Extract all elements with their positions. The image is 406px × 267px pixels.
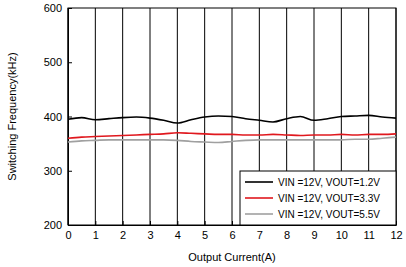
- tick-label: 8: [284, 229, 290, 241]
- plot-frame: [68, 8, 396, 225]
- tick-mark: [232, 221, 233, 225]
- tick-label: 2: [120, 229, 126, 241]
- legend-swatch: [245, 213, 273, 215]
- series-line: [68, 133, 396, 138]
- tick: 3: [147, 221, 153, 241]
- grid-line: [95, 8, 96, 225]
- tick-mark: [95, 221, 96, 225]
- tick-mark: [68, 117, 72, 118]
- series-line: [68, 137, 396, 142]
- tick-mark: [205, 221, 206, 225]
- tick-label: 500: [44, 56, 62, 68]
- legend-box: [240, 171, 396, 225]
- legend-label: VIN =12V, VOUT=1.2V: [278, 177, 380, 188]
- legend-label: VIN =12V, VOUT=3.3V: [278, 193, 380, 204]
- y-axis-label: Switching Frequency(kHz): [6, 52, 18, 180]
- tick: 6: [229, 221, 235, 241]
- tick-label: 5: [202, 229, 208, 241]
- plot: 0123456789101112200300400500600VIN =12V,…: [44, 2, 403, 241]
- tick-label: 3: [147, 229, 153, 241]
- tick-label: 0: [65, 229, 71, 241]
- legend-swatch: [245, 181, 273, 183]
- tick-label: 12: [390, 229, 402, 241]
- tick: 4: [175, 221, 181, 241]
- tick-label: 7: [257, 229, 263, 241]
- tick-mark: [123, 221, 124, 225]
- x-axis-label: Output Current(A): [188, 251, 275, 263]
- tick-mark: [68, 171, 72, 172]
- legend-swatch: [245, 197, 273, 199]
- tick: 2: [120, 221, 126, 241]
- tick-mark: [150, 221, 151, 225]
- tick-label: 10: [336, 229, 348, 241]
- grid: [68, 8, 396, 225]
- grid-line: [177, 8, 178, 225]
- tick-label: 6: [229, 229, 235, 241]
- legend: VIN =12V, VOUT=1.2V VIN =12V, VOUT=3.3V VI…: [240, 171, 396, 225]
- tick-label: 200: [44, 219, 62, 231]
- tick-label: 1: [93, 229, 99, 241]
- tick: 5: [202, 221, 208, 241]
- tick-label: 600: [44, 2, 62, 14]
- chart: 0123456789101112200300400500600VIN =12V,…: [0, 0, 406, 267]
- tick-label: 9: [311, 229, 317, 241]
- tick-mark: [68, 62, 72, 63]
- tick-label: 400: [44, 111, 62, 123]
- series-line: [68, 115, 396, 123]
- series-group: [68, 115, 396, 142]
- grid-line: [150, 8, 151, 225]
- tick: 1: [93, 221, 99, 241]
- tick-label: 4: [175, 229, 181, 241]
- grid-line: [122, 8, 123, 225]
- tick-label: 300: [44, 165, 62, 177]
- legend-label: VIN =12V, VOUT=5.5V: [278, 209, 380, 220]
- tick-mark: [177, 221, 178, 225]
- tick-label: 11: [363, 229, 374, 241]
